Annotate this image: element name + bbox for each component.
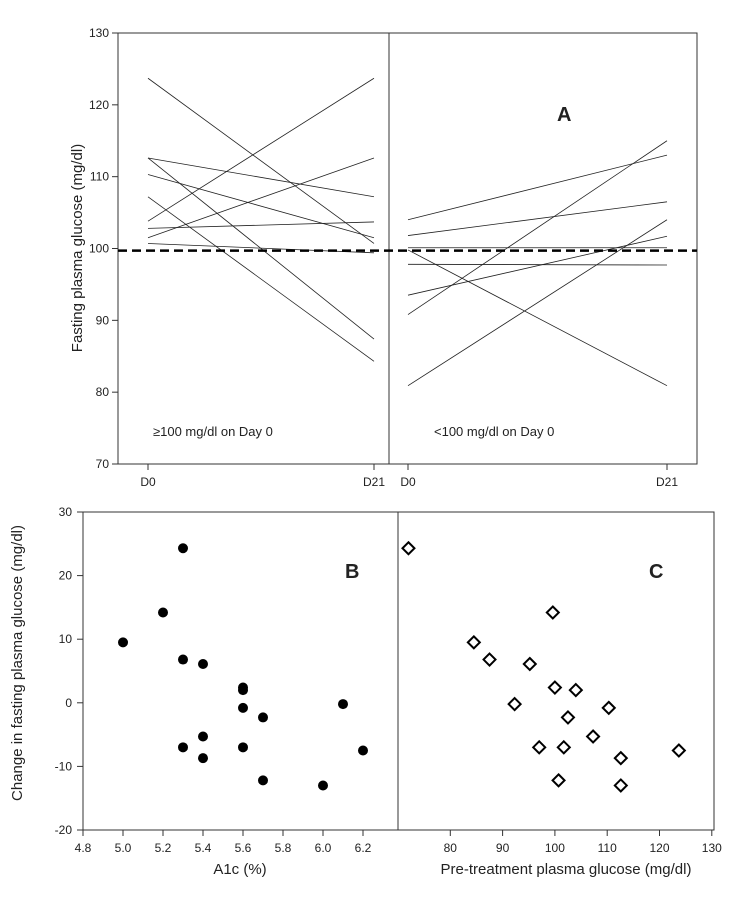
panel-a-subject-line xyxy=(147,221,375,229)
panel-a-subject-line xyxy=(147,77,375,222)
panel-b-xtick-label: 5.2 xyxy=(155,841,172,855)
panel-b-ytick-label: 0 xyxy=(65,696,72,710)
panel-a-subject-line xyxy=(407,140,668,315)
panel-c-xtick-label: 130 xyxy=(702,841,722,855)
panel-c-x-axis: 80 90 100 110 120 130 xyxy=(444,830,722,855)
panel-a-frame xyxy=(117,32,698,465)
panel-a-subject-line xyxy=(147,77,375,244)
panel-b-xtick-label: 4.8 xyxy=(75,841,92,855)
panel-b-point xyxy=(178,654,188,665)
panel-b-ytick-label: 30 xyxy=(59,505,73,519)
panel-a-subject-line xyxy=(147,157,375,239)
panel-a-group-label-high: ≥100 mg/dl on Day 0 xyxy=(153,424,273,439)
panel-c-point xyxy=(585,729,601,744)
panel-c-letter: C xyxy=(649,561,663,583)
panel-c-point xyxy=(507,696,523,712)
panel-a-xtick-label: D21 xyxy=(656,475,678,489)
panel-b-point xyxy=(178,742,188,753)
panel-c-xtick-label: 100 xyxy=(545,841,565,855)
panel-b-xtick-label: 5.4 xyxy=(195,841,212,855)
panel-a-subject-line xyxy=(407,249,668,387)
panel-a-xtick-label: D0 xyxy=(400,475,416,489)
panel-b-ytick-label: 20 xyxy=(59,569,73,583)
panel-c-xtick-label: 90 xyxy=(496,841,510,855)
panel-b-point xyxy=(338,699,348,710)
panel-b-point xyxy=(158,607,168,618)
panel-b-xtick-label: 6.0 xyxy=(315,841,332,855)
panel-c-xtick-label: 80 xyxy=(444,841,458,855)
panel-a-subject-line xyxy=(407,154,668,221)
panel-c-point xyxy=(568,682,584,698)
panel-a-ytick-label: 130 xyxy=(89,26,109,40)
panel-b-point xyxy=(198,731,208,742)
panel-a-lines xyxy=(147,77,668,387)
panel-a-subject-line xyxy=(407,201,668,236)
panel-a-ytick-label: 120 xyxy=(89,98,109,112)
panel-c-point xyxy=(482,652,497,667)
panel-c-point xyxy=(545,605,561,620)
panel-c-point xyxy=(560,710,576,725)
panel-b-xtick-label: 5.0 xyxy=(115,841,132,855)
panel-b-y-axis: -20 -10 0 10 20 30 xyxy=(55,505,83,837)
panel-a-ytick-label: 100 xyxy=(89,242,109,256)
panel-b-point xyxy=(238,685,248,696)
panel-a-ylabel: Fasting plasma glucose (mg/dl) xyxy=(69,144,86,352)
panel-b-letter: B xyxy=(345,561,359,583)
panel-b-point xyxy=(118,637,128,648)
panel-b-point xyxy=(358,745,368,756)
panel-a-subject-line xyxy=(407,219,668,387)
panel-c-point xyxy=(551,772,566,788)
panel-b-point xyxy=(258,775,268,786)
panel-b-point xyxy=(178,543,188,554)
panel-c-point xyxy=(613,778,629,793)
panel-a-ytick-label: 70 xyxy=(96,457,110,471)
panel-a-xtick-label: D0 xyxy=(140,475,156,489)
panel-b-x-axis: 4.8 5.0 5.2 5.4 5.6 5.8 6.0 6.2 xyxy=(75,830,372,855)
panel-a-subject-line xyxy=(147,174,375,239)
panel-a-letter: A xyxy=(557,104,571,126)
panel-a-x-axis: D0 D21 D0 D21 xyxy=(140,464,678,489)
panel-a-ytick-label: 80 xyxy=(96,385,110,399)
panel-b-xtick-label: 5.8 xyxy=(275,841,292,855)
panel-c-xtick-label: 120 xyxy=(649,841,669,855)
panel-b-point xyxy=(258,712,268,723)
panel-b-point xyxy=(238,742,248,753)
panel-b-ytick-label: -20 xyxy=(55,823,73,837)
panel-c-xlabel: Pre-treatment plasma glucose (mg/dl) xyxy=(441,861,692,878)
panel-a-y-axis: 70 80 90 100 110 120 130 xyxy=(89,26,118,471)
panel-b-xlabel: A1c (%) xyxy=(213,861,266,878)
panel-a-subject-line xyxy=(407,263,668,266)
panel-b-xtick-label: 6.2 xyxy=(355,841,372,855)
panel-b-ytick-label: -10 xyxy=(55,759,73,773)
panel-c-point xyxy=(531,739,547,755)
panel-b-point xyxy=(318,780,328,791)
panel-c-point xyxy=(522,656,538,672)
panel-c-xtick-label: 110 xyxy=(598,841,617,855)
panel-b-point xyxy=(198,753,208,764)
panel-a-group-label-low: <100 mg/dl on Day 0 xyxy=(434,424,554,439)
panel-c-point xyxy=(547,680,563,695)
panel-b-point xyxy=(198,659,208,670)
panel-a-ytick-label: 110 xyxy=(90,170,109,184)
panel-a-subject-line xyxy=(147,157,375,198)
panel-b-xtick-label: 5.6 xyxy=(235,841,252,855)
panel-a-ytick-label: 90 xyxy=(96,313,110,327)
panel-b-points xyxy=(118,543,368,791)
panel-a-xtick-label: D21 xyxy=(363,475,385,489)
panel-c-points xyxy=(401,540,687,793)
panel-c-point xyxy=(401,540,416,556)
panel-b-ylabel: Change in fasting plasma glucose (mg/dl) xyxy=(9,525,26,801)
panel-c-point xyxy=(671,743,687,758)
panel-b-ytick-label: 10 xyxy=(59,632,73,646)
panel-c-point xyxy=(613,750,629,766)
panel-c-point xyxy=(556,739,572,755)
panel-a-subject-line xyxy=(147,196,375,362)
panel-c-point xyxy=(466,634,482,650)
panel-b-point xyxy=(238,702,248,713)
panel-c-point xyxy=(601,700,617,716)
